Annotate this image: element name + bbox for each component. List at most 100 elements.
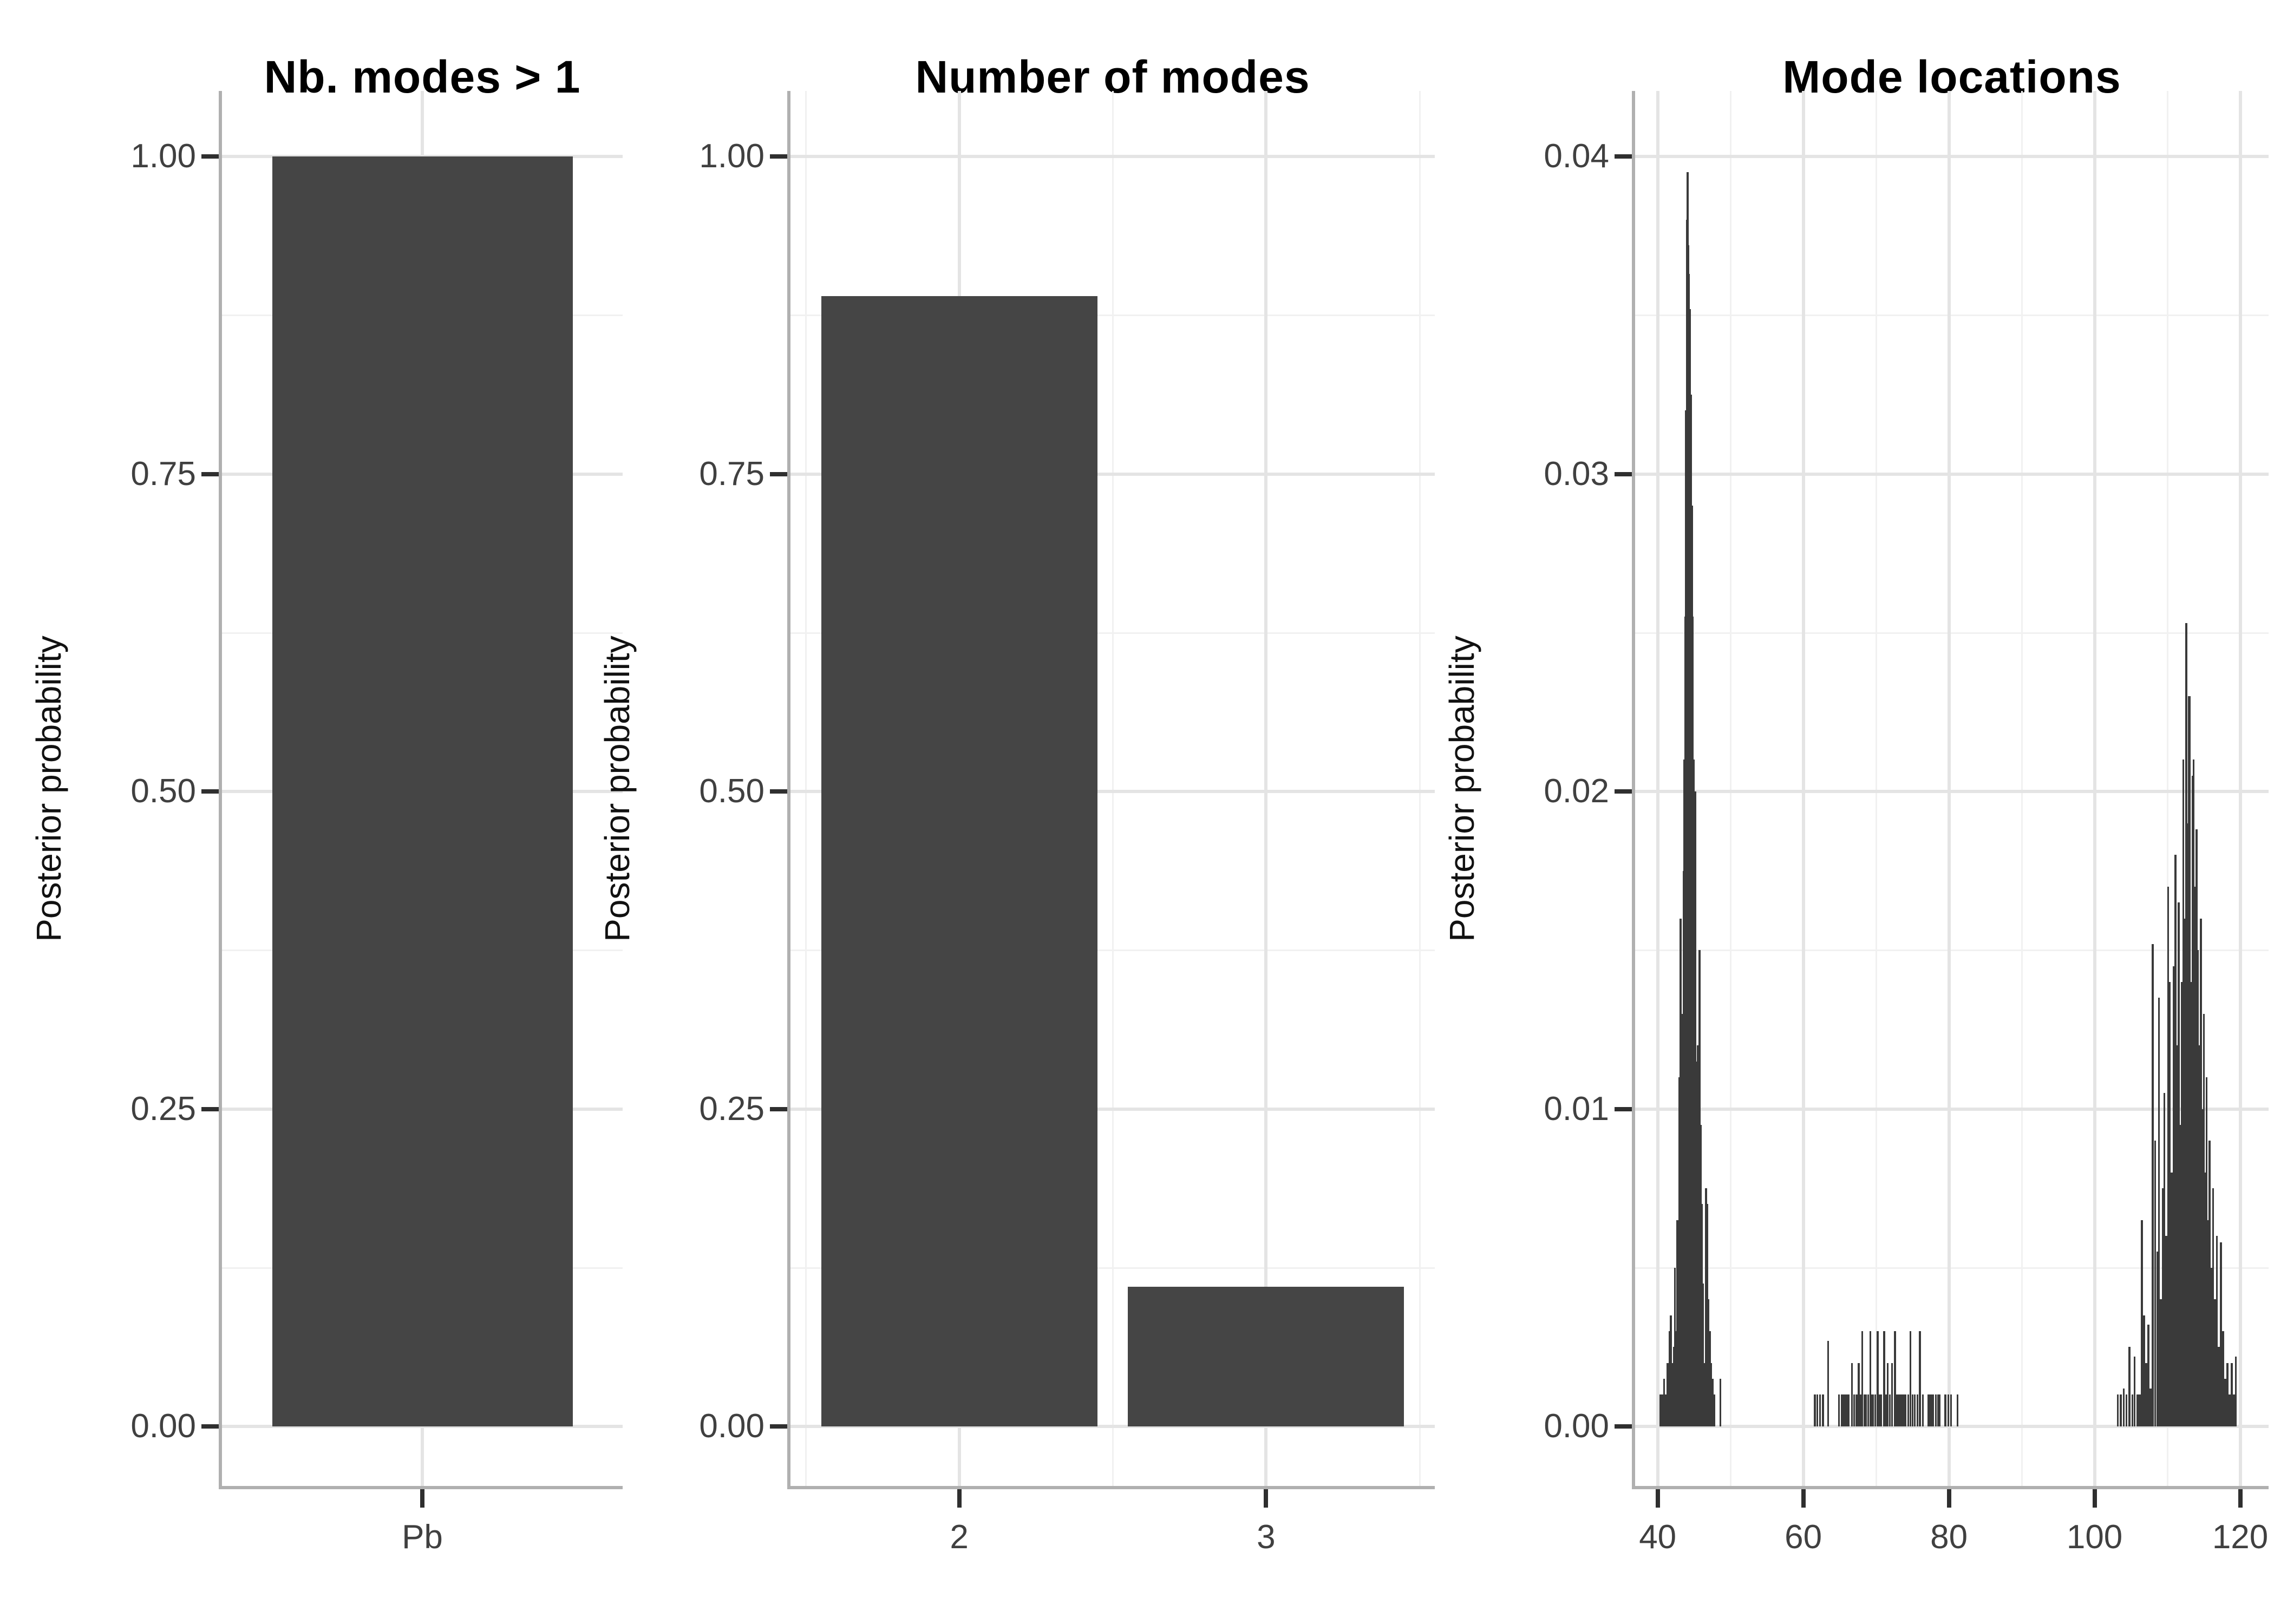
gridline-y-major xyxy=(1635,155,2269,158)
spike xyxy=(2210,1267,2213,1426)
spike xyxy=(1681,1013,1684,1426)
spike xyxy=(2234,1356,2237,1426)
spike xyxy=(2204,1172,2206,1426)
spike xyxy=(2152,944,2154,1426)
spike xyxy=(1885,1394,1887,1426)
spike xyxy=(2171,1172,2173,1426)
gridline-x-major xyxy=(1801,91,1805,1486)
spike xyxy=(1880,1394,1883,1426)
spike xyxy=(2128,1347,2131,1426)
spike xyxy=(2158,998,2160,1426)
spike xyxy=(1853,1394,1855,1426)
gridline-x-minor xyxy=(1876,91,1878,1486)
spike xyxy=(2174,855,2177,1426)
spike xyxy=(1844,1394,1847,1426)
y-tick-label: 0.00 xyxy=(699,1407,764,1445)
spike xyxy=(1704,1363,1706,1426)
spike xyxy=(2192,759,2195,1426)
spike xyxy=(1680,918,1682,1426)
y-tick-mark xyxy=(770,154,787,159)
spike xyxy=(1698,950,1701,1426)
spike xyxy=(1947,1394,1949,1426)
y-tick-label: 0.04 xyxy=(1544,137,1609,175)
spike xyxy=(2116,1394,2119,1426)
spike xyxy=(1706,1204,1708,1426)
spike xyxy=(1927,1394,1930,1426)
y-tick-label: 0.50 xyxy=(699,772,764,810)
spike xyxy=(1816,1394,1818,1426)
y-tick-label: 0.00 xyxy=(1544,1407,1609,1445)
bar-pb xyxy=(272,156,573,1426)
gridline-y-minor xyxy=(1635,1267,2269,1269)
spike xyxy=(2205,1077,2208,1426)
x-tick-label: 2 xyxy=(950,1518,969,1556)
gridline-x-major xyxy=(1264,91,1268,1486)
spike xyxy=(2188,696,2190,1426)
gridline-x-major xyxy=(1947,91,1951,1486)
spike xyxy=(2179,1124,2181,1426)
spike xyxy=(1675,1331,1677,1426)
y-tick-label: 0.01 xyxy=(1544,1090,1609,1128)
spike xyxy=(1937,1394,1939,1426)
spike xyxy=(1700,1124,1702,1426)
y-tick-label: 0.75 xyxy=(130,455,196,493)
gridline-y-minor xyxy=(1635,632,2269,634)
axis-line-left xyxy=(219,91,222,1489)
spike xyxy=(1694,791,1697,1426)
spike xyxy=(2185,623,2187,1426)
spike xyxy=(2176,1045,2178,1426)
spike xyxy=(1703,1363,1705,1426)
spike xyxy=(2231,1363,2233,1426)
spike xyxy=(2178,902,2180,1426)
gridline-y-major xyxy=(1635,790,2269,793)
spike xyxy=(1711,1379,1714,1426)
spike xyxy=(1911,1394,1914,1426)
y-tick-mark xyxy=(201,1106,219,1111)
spike xyxy=(1670,1315,1672,1426)
gridline-x-major xyxy=(1656,91,1659,1486)
spike xyxy=(2201,1109,2204,1426)
spike xyxy=(1858,1363,1860,1426)
spike xyxy=(2198,1045,2200,1426)
y-tick-mark xyxy=(1615,1424,1632,1429)
spike xyxy=(1894,1331,1896,1426)
spike xyxy=(1855,1394,1858,1426)
spike xyxy=(1677,1299,1680,1426)
spike xyxy=(1668,1331,1670,1426)
spike xyxy=(2139,1394,2141,1426)
gridline-y-major xyxy=(790,1107,1435,1111)
spike xyxy=(1902,1394,1904,1426)
spike xyxy=(2182,759,2185,1426)
spike xyxy=(2169,981,2171,1426)
gridline-y-major xyxy=(1635,1107,2269,1111)
x-tick-label: 100 xyxy=(2066,1518,2123,1556)
axis-line-left xyxy=(1632,91,1635,1489)
spike xyxy=(2122,1388,2125,1426)
spike xyxy=(1707,1299,1709,1426)
panel-title-mode-locations: Mode locations xyxy=(1782,51,2121,102)
x-tick-mark xyxy=(1655,1489,1660,1508)
spike xyxy=(2133,1356,2136,1426)
spike xyxy=(1867,1394,1870,1426)
spike xyxy=(2149,1388,2152,1426)
spike xyxy=(2200,918,2202,1426)
spike xyxy=(2161,1188,2164,1426)
gridline-y-minor xyxy=(1635,315,2269,317)
spike xyxy=(2180,981,2182,1426)
spike xyxy=(2226,1363,2229,1426)
y-tick-mark xyxy=(201,472,219,476)
spike xyxy=(1827,1340,1829,1426)
spike xyxy=(1701,1204,1703,1426)
y-tick-mark xyxy=(1615,789,1632,794)
x-tick-mark xyxy=(1264,1489,1269,1508)
spike xyxy=(2194,886,2196,1426)
y-tick-mark xyxy=(1615,1106,1632,1111)
y-tick-label: 1.00 xyxy=(130,137,196,175)
y-tick-mark xyxy=(201,154,219,159)
bar-2 xyxy=(821,296,1097,1426)
spike xyxy=(1917,1394,1919,1426)
spike xyxy=(1950,1394,1952,1426)
spike xyxy=(1874,1394,1877,1426)
axis-line-left xyxy=(787,91,790,1489)
spike xyxy=(2165,1236,2167,1426)
